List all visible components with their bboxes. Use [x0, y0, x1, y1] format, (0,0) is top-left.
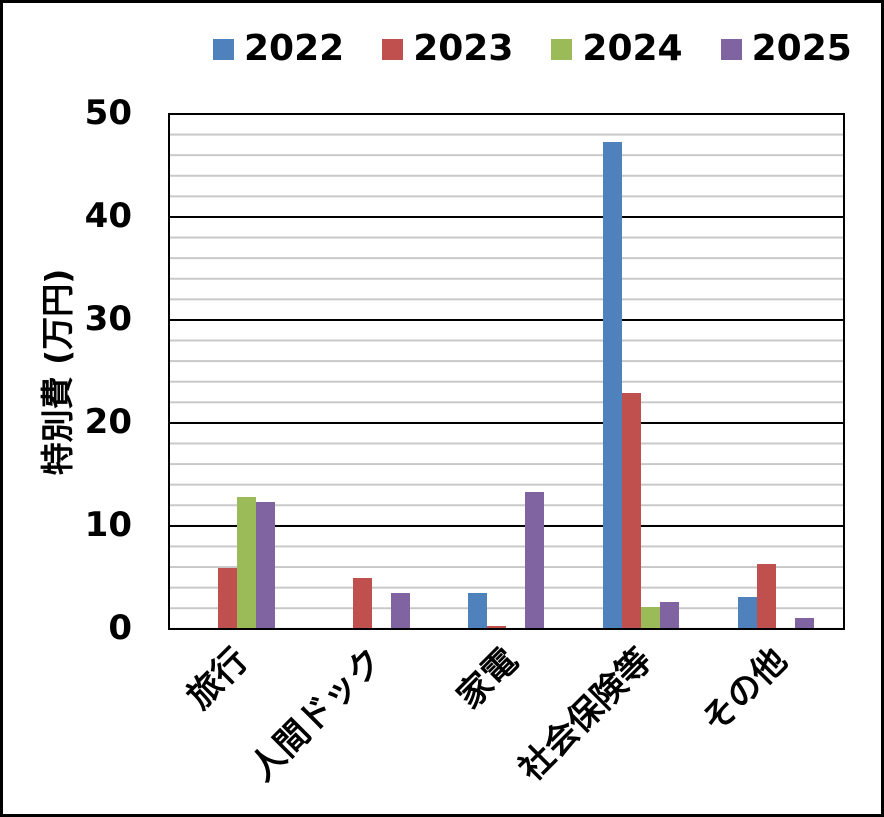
x-label-社会保険等: 社会保険等 — [511, 640, 660, 790]
legend-label: 2022 — [244, 28, 345, 69]
legend-label: 2024 — [582, 28, 683, 69]
bar-2025-人間ドック — [390, 592, 410, 628]
legend-item-2025: 2025 — [720, 28, 852, 69]
bar-group-家電 — [439, 113, 574, 628]
bar-2023-社会保険等 — [622, 393, 642, 628]
bar-2022-その他 — [737, 597, 757, 628]
legend-label: 2025 — [751, 28, 852, 69]
bar-2025-その他 — [794, 617, 814, 628]
bar-2025-家電 — [525, 492, 545, 628]
legend-swatch-icon — [551, 38, 573, 60]
bar-2023-旅行 — [218, 568, 238, 628]
bar-2024-旅行 — [237, 497, 257, 628]
y-tick-40: 40 — [84, 196, 132, 236]
legend-item-2022: 2022 — [213, 31, 344, 67]
legend-item-2023: 2023 — [382, 31, 513, 67]
legend-label: 2023 — [413, 28, 514, 69]
y-tick-0: 0 — [108, 608, 132, 648]
bar-2023-その他 — [756, 564, 776, 628]
bar-group-社会保険等 — [574, 113, 709, 628]
x-label-旅行: 旅行 — [179, 640, 257, 717]
bar-2024-社会保険等 — [641, 607, 661, 628]
x-label-その他: その他 — [694, 640, 795, 741]
bar-group-その他 — [708, 113, 843, 628]
bar-2022-社会保険等 — [603, 141, 623, 628]
plot-area — [168, 113, 845, 630]
bar-2025-社会保険等 — [660, 602, 680, 628]
y-tick-20: 20 — [84, 402, 132, 442]
legend-swatch-icon — [720, 38, 742, 60]
legend-item-2024: 2024 — [551, 28, 683, 69]
bar-2023-家電 — [487, 625, 507, 628]
legend-swatch-icon — [213, 38, 234, 60]
chart-legend: 2022 2023 2024 2025 — [213, 31, 852, 67]
bar-group-旅行 — [170, 113, 305, 628]
y-tick-10: 10 — [84, 505, 132, 545]
y-tick-50: 50 — [84, 93, 132, 133]
bar-2025-旅行 — [256, 502, 276, 628]
bar-2023-人間ドック — [352, 577, 372, 628]
x-label-家電: 家電 — [449, 640, 526, 717]
x-label-人間ドック: 人間ドック — [242, 640, 391, 790]
y-tick-30: 30 — [84, 299, 132, 339]
bar-2022-家電 — [468, 592, 488, 628]
bar-group-人間ドック — [305, 113, 440, 628]
legend-swatch-icon — [382, 38, 404, 60]
